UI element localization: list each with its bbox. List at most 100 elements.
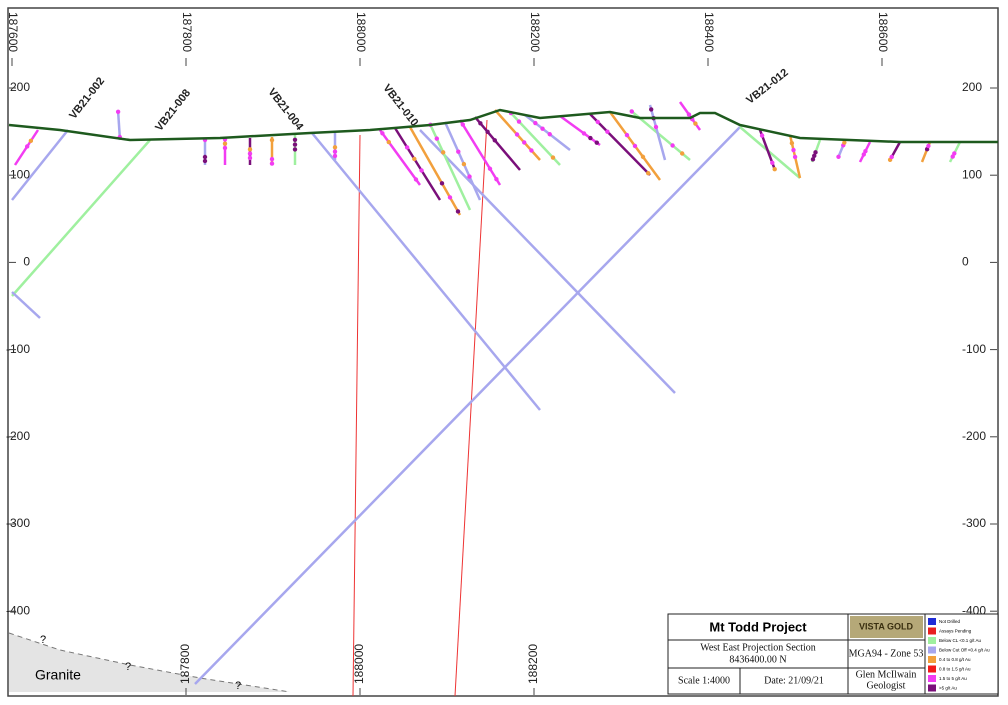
assay-dot <box>412 156 417 162</box>
legend-label: 0.4 to 0.8 g/t Au <box>939 657 971 662</box>
hole-trace <box>648 104 667 161</box>
assay-dot <box>439 181 445 186</box>
legend-label: 0.8 to 1.5 g/t Au <box>939 667 971 672</box>
legend-swatch <box>928 684 936 692</box>
axes: 187600 187800 188000 188200 188400 188600 1878… <box>6 12 997 695</box>
assay-dot <box>770 160 775 165</box>
uncertain-mark: ? <box>235 680 241 692</box>
legend-swatch <box>928 618 936 625</box>
hole-trace <box>408 126 462 216</box>
title-block-frame <box>667 613 999 695</box>
assay-dot <box>588 135 593 141</box>
assay-dot <box>247 151 253 156</box>
assay-dot <box>460 122 465 127</box>
assay-dot <box>533 120 538 126</box>
logo-text: VISTA GOLD <box>859 621 914 631</box>
assay-dot <box>332 145 338 150</box>
hole-trace <box>739 126 801 179</box>
y-tick-label: -100 <box>962 342 986 356</box>
hole-trace <box>11 291 41 319</box>
legend-label: >5 g/t Au <box>939 686 957 691</box>
title-block: Mt Todd Project West East Projection Sec… <box>667 613 999 695</box>
assay-dot <box>629 109 634 114</box>
hole-trace <box>419 129 676 394</box>
assay-dot <box>693 121 698 126</box>
y-tick-label: -300 <box>962 516 986 530</box>
assay-dot <box>247 155 253 161</box>
assay-dot <box>222 141 228 146</box>
hole-trace <box>11 129 69 201</box>
assay-dot <box>269 137 275 143</box>
assay-dot <box>24 144 30 149</box>
assay-dot <box>404 145 410 150</box>
frame <box>7 7 999 697</box>
assay-dot <box>467 174 472 179</box>
assay-dot <box>332 149 338 154</box>
legend-swatch <box>928 627 936 635</box>
assay-dot <box>485 129 490 135</box>
legend-swatch <box>928 675 936 682</box>
assay-dot <box>759 133 765 138</box>
hole-trace <box>589 113 651 176</box>
y-tick-label: -200 <box>6 429 30 443</box>
x-tick-label: 188200 <box>528 12 542 52</box>
hole-trace <box>443 121 482 201</box>
assay-dot <box>789 140 795 146</box>
y-tick-label: 0 <box>23 255 30 269</box>
y-tick-label: -300 <box>6 516 30 530</box>
legend-swatch <box>928 656 936 663</box>
assay-dot <box>594 140 599 145</box>
assay-dot <box>791 147 796 153</box>
x-tick-label: 187800 <box>178 644 192 684</box>
scale: Scale 1:4000 <box>678 675 730 686</box>
assay-dot <box>386 139 391 145</box>
assay-dot <box>461 161 467 167</box>
assay-dot <box>646 170 651 176</box>
legend-swatch <box>928 665 936 673</box>
legend-label: 1.5 to 5 g/t Au <box>939 676 967 681</box>
assay-dot <box>494 176 499 182</box>
hole-trace <box>524 114 571 151</box>
hole-trace <box>559 114 601 147</box>
assay-dot <box>441 150 446 155</box>
y-tick-label: -400 <box>6 603 30 617</box>
hole-trace <box>11 139 151 297</box>
assay-dot <box>413 177 419 182</box>
y-tick-label: 100 <box>10 167 30 181</box>
hole-trace <box>474 116 521 171</box>
assay-dot <box>863 149 868 154</box>
y-tick-label: -200 <box>962 429 986 443</box>
y-tick-label: 0 <box>962 255 969 269</box>
assay-dot <box>487 166 493 171</box>
assay-dot <box>581 131 587 136</box>
granite-area <box>9 633 290 692</box>
hole-trace <box>378 129 422 186</box>
assay-dot <box>670 143 675 148</box>
assay-dot <box>529 148 534 153</box>
date: Date: 21/09/21 <box>764 675 824 686</box>
assay-dot <box>792 154 798 160</box>
assay-dot <box>595 119 600 125</box>
assay-dot <box>292 142 298 147</box>
assay-dot <box>624 132 630 138</box>
author: Glen McIlwain <box>856 669 917 680</box>
assay-dot <box>456 149 461 154</box>
assay-dot <box>269 156 275 162</box>
assay-dot <box>640 154 646 160</box>
hole-trace <box>458 119 502 186</box>
drill-holes <box>11 101 962 697</box>
project-title: Mt Todd Project <box>709 619 807 634</box>
assay-dot <box>836 154 841 160</box>
x-tick-label: 188600 <box>876 12 890 52</box>
assay-dot <box>292 137 298 142</box>
legend-swatch <box>928 637 936 644</box>
assay-dot <box>810 157 816 162</box>
x-tick-label: 188400 <box>702 12 716 52</box>
assay-dot <box>455 209 461 214</box>
hole-trace <box>393 127 442 201</box>
assay-dot <box>547 132 552 137</box>
assay-dot <box>680 151 685 156</box>
uncertain-mark: ? <box>125 661 131 673</box>
x-tick-label: 187600 <box>6 12 20 52</box>
